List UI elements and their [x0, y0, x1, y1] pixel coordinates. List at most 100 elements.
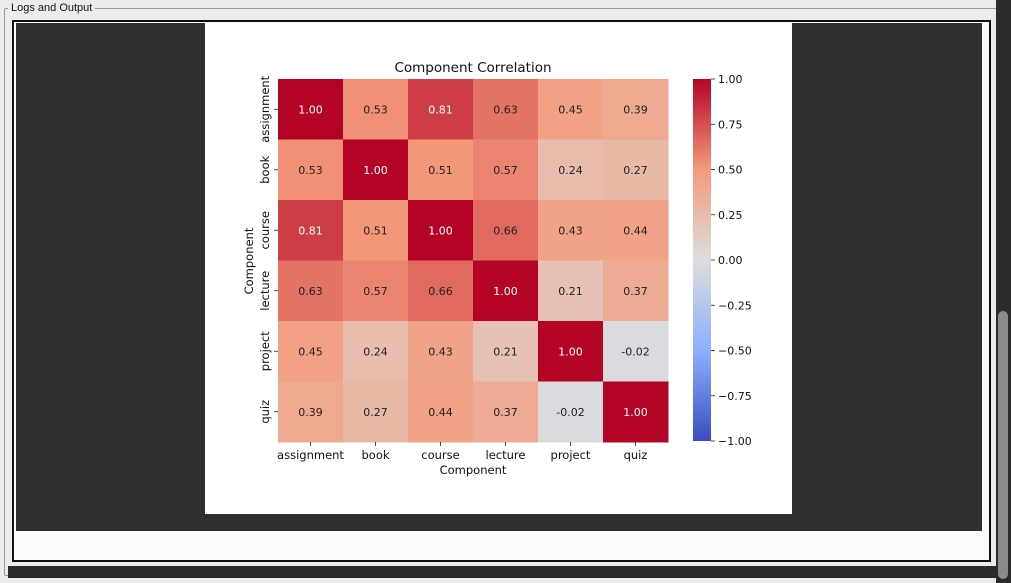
cell-value-label: 0.37	[493, 406, 518, 419]
colorbar-tick-label: −0.50	[718, 345, 752, 358]
heatmap-cell	[408, 381, 474, 443]
cell-value-label: 0.51	[428, 164, 453, 177]
cell-value-label: 0.21	[493, 345, 518, 358]
heatmap-cell	[603, 260, 669, 322]
heatmap-cell	[408, 200, 474, 261]
heatmap-cell	[343, 139, 409, 201]
y-tick-label: quiz	[258, 400, 272, 424]
heatmap-cell	[538, 200, 604, 261]
x-tick-label: book	[361, 448, 389, 462]
heatmap-cell	[343, 200, 409, 261]
heatmap-cell	[473, 381, 539, 443]
x-tick-label: lecture	[486, 448, 526, 462]
y-tick-label: book	[258, 155, 272, 183]
colorbar-tick-label: −1.00	[718, 435, 752, 448]
scrollbar-thumb[interactable]	[998, 311, 1008, 579]
cell-value-label: 0.45	[298, 345, 323, 358]
colorbar-tick-label: −0.75	[718, 390, 752, 403]
heatmap-cell	[408, 79, 474, 140]
heatmap-cells: 1.00 0.53 0.81 0.63 0.45 0.39 0.53 1.00 0.51 0.57…	[278, 79, 669, 443]
cell-value-label: 1.00	[493, 285, 518, 298]
heatmap-cell	[473, 321, 539, 382]
cell-value-label: 0.81	[298, 224, 323, 237]
x-axis-ticks: assignment book course lecture project quiz	[277, 442, 647, 462]
colorbar-tick-label: 0.50	[718, 164, 743, 177]
cell-value-label: 0.63	[298, 285, 323, 298]
heatmap-cell	[343, 79, 409, 140]
y-axis-ticks: assignment book course lecture project quiz	[258, 75, 278, 424]
heatmap-cell	[278, 200, 344, 261]
heatmap-cell	[473, 79, 539, 140]
cell-value-label: 1.00	[298, 103, 323, 116]
heatmap-cell	[343, 381, 409, 443]
cell-value-label: 0.24	[558, 164, 583, 177]
y-tick-label: course	[258, 211, 272, 249]
heatmap-cell	[603, 321, 669, 382]
cell-value-label: 0.44	[428, 406, 453, 419]
cell-value-label: 0.39	[623, 103, 648, 116]
cell-value-label: 0.81	[428, 103, 453, 116]
cell-value-label: 1.00	[558, 345, 583, 358]
groupbox-title: Logs and Output	[8, 2, 96, 14]
colorbar-tick-label: −0.25	[718, 299, 752, 312]
cell-value-label: 1.00	[363, 164, 388, 177]
cell-value-label: 0.66	[493, 224, 518, 237]
cell-value-label: 0.53	[298, 164, 323, 177]
cell-value-label: -0.02	[621, 345, 649, 358]
colorbar-tick-label: 1.00	[718, 73, 743, 86]
heatmap-cell	[278, 79, 344, 140]
heatmap-cell	[603, 200, 669, 261]
cell-value-label: 0.39	[298, 406, 323, 419]
y-tick-label: lecture	[258, 271, 272, 311]
heatmap-cell	[538, 260, 604, 322]
y-tick-label: project	[258, 331, 272, 371]
cell-value-label: 0.21	[558, 285, 583, 298]
figure-canvas: Component Correlation 1.00 0.53 0.81 0.63 0.…	[205, 23, 792, 514]
chart-title: Component Correlation	[394, 60, 551, 76]
cell-value-label: 0.37	[623, 285, 648, 298]
cell-value-label: 0.66	[428, 285, 453, 298]
cell-value-label: 0.57	[493, 164, 518, 177]
colorbar-ticks: 1.00 0.75 0.50 0.25 0.00 −0.25 −0.50 −0.75 −1.00	[711, 73, 752, 448]
cell-value-label: 0.51	[363, 224, 388, 237]
cell-value-label: 1.00	[623, 406, 648, 419]
cell-value-label: 0.43	[428, 345, 453, 358]
colorbar-tick-label: 0.00	[718, 254, 743, 267]
heatmap-cell	[473, 200, 539, 261]
heatmap-cell	[408, 260, 474, 322]
heatmap-cell	[408, 139, 474, 201]
horizontal-scrollbar[interactable]	[8, 566, 996, 578]
heatmap-cell	[408, 321, 474, 382]
heatmap-cell	[538, 381, 604, 443]
cell-value-label: 0.24	[363, 345, 388, 358]
cell-value-label: 0.63	[493, 103, 518, 116]
heatmap-cell	[278, 381, 344, 443]
heatmap-cell	[473, 139, 539, 201]
heatmap-cell	[343, 260, 409, 322]
y-tick-label: assignment	[258, 75, 272, 142]
cell-value-label: 0.57	[363, 285, 388, 298]
x-tick-label: project	[551, 448, 591, 462]
y-axis-label: Component	[242, 227, 256, 294]
heatmap-cell	[278, 139, 344, 201]
cell-value-label: 0.53	[363, 103, 388, 116]
heatmap-cell	[278, 260, 344, 322]
colorbar-tick-label: 0.25	[718, 209, 743, 222]
colorbar	[693, 79, 711, 441]
heatmap-cell	[343, 321, 409, 382]
correlation-heatmap: Component Correlation 1.00 0.53 0.81 0.63 0.…	[242, 60, 752, 477]
cell-value-label: 0.43	[558, 224, 583, 237]
heatmap-cell	[603, 139, 669, 201]
x-tick-label: assignment	[277, 448, 344, 462]
heatmap-cell	[473, 260, 539, 322]
heatmap-cell	[538, 321, 604, 382]
heatmap-cell	[538, 139, 604, 201]
heatmap-cell	[603, 79, 669, 140]
colorbar-tick-label: 0.75	[718, 118, 743, 131]
heatmap-cell	[278, 321, 344, 382]
cell-value-label: 0.27	[363, 406, 388, 419]
cell-value-label: 0.27	[623, 164, 648, 177]
cell-value-label: 0.44	[623, 224, 648, 237]
x-axis-label: Component	[440, 463, 507, 477]
heatmap-cell	[603, 381, 669, 443]
